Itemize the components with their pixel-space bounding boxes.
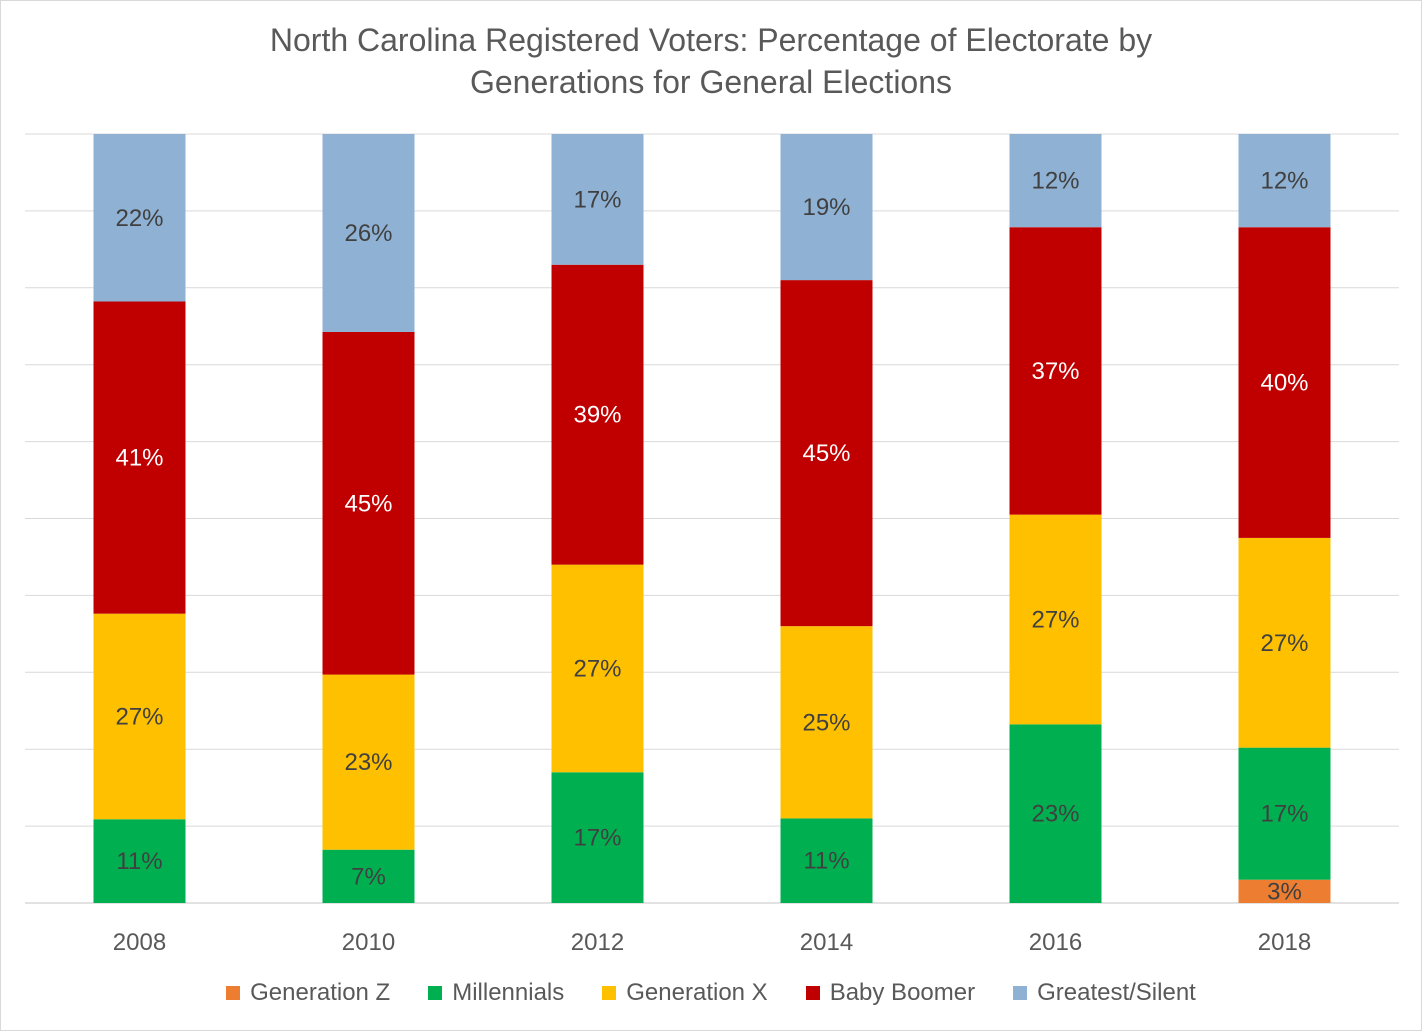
bar-segment-generation-z-2018 [1238,879,1331,903]
data-label: 27% [573,655,621,682]
x-tick-label: 2010 [342,929,395,956]
legend-item: Greatest/Silent [1013,979,1196,1007]
bar-segment-baby-boomer-2010 [322,331,415,675]
bar-segment-millennials-2018 [1238,747,1331,880]
bar-segment-generation-x-2016 [1009,514,1102,725]
chart-title-line-2: Generations for General Elections [469,64,953,100]
legend-swatch [602,986,617,1000]
data-label: 27% [1260,630,1308,657]
data-label: 37% [1031,358,1079,385]
data-label: 26% [344,220,392,247]
legend-item: Generation X [602,979,768,1007]
legend-label: Generation X [626,979,768,1006]
data-label: 23% [344,749,392,776]
x-tick-label: 2012 [571,929,624,956]
bar-segment-baby-boomer-2016 [1009,227,1102,515]
data-label: 40% [1260,370,1308,397]
data-label: 23% [1031,801,1079,828]
x-tick-label: 2018 [1258,929,1311,956]
data-label: 41% [115,445,163,472]
data-label: 3% [1267,878,1302,905]
bar-segment-baby-boomer-2008 [93,301,186,614]
legend-swatch [1013,986,1028,1000]
legend-swatch [226,986,241,1000]
bar-segment-millennials-2008 [93,819,186,903]
bar-segment-greatest-silent-2018 [1238,134,1331,228]
data-label: 17% [1260,801,1308,828]
bar-segment-baby-boomer-2012 [551,264,644,565]
bar-segment-greatest-silent-2008 [93,134,186,302]
x-tick-label: 2016 [1029,929,1082,956]
data-label: 12% [1031,168,1079,195]
bar-segment-generation-x-2014 [780,626,873,819]
bar-segment-greatest-silent-2012 [551,134,644,265]
bar-segment-greatest-silent-2014 [780,134,873,281]
bar-segment-baby-boomer-2014 [780,280,873,627]
bar-segment-generation-x-2012 [551,564,644,773]
data-label: 7% [351,863,386,890]
data-label: 11% [116,848,162,875]
data-label: 11% [803,848,849,875]
legend-item: Baby Boomer [805,979,976,1007]
legend-item: Generation Z [226,979,390,1007]
data-label: 39% [573,402,621,429]
legend-swatch [805,986,820,1000]
bar-segment-generation-x-2008 [93,613,186,820]
data-label: 45% [344,490,392,517]
legend: Generation Z Millennials Generation X Baby … [1,979,1421,1007]
legend-label: Baby Boomer [829,979,976,1006]
data-label: 12% [1260,168,1308,195]
data-label: 17% [573,186,621,213]
bar-segment-greatest-silent-2016 [1009,134,1102,228]
data-label: 22% [115,205,163,232]
bar-segment-baby-boomer-2018 [1238,227,1331,538]
bar-segment-millennials-2016 [1009,724,1102,903]
legend-item: Millennials [428,979,564,1007]
legend-label: Generation Z [250,979,391,1006]
plot-area: 11% 27% 41% 22% 2008 7% 23% 45% 26% 2010 17% 27% 39%… [25,133,1399,956]
bar-segment-millennials-2010 [322,849,415,903]
legend-label: Greatest/Silent [1037,979,1196,1006]
legend-label: Millennials [452,979,565,1006]
data-label: 17% [573,825,621,852]
x-tick-label: 2014 [800,929,853,956]
data-label: 45% [802,440,850,467]
chart-title: North Carolina Registered Voters: Percen… [1,19,1421,103]
bar-segment-greatest-silent-2010 [322,134,415,332]
bar-segment-millennials-2012 [551,772,644,903]
data-label: 19% [802,194,850,221]
bar-segment-generation-x-2018 [1238,537,1331,748]
bar-segment-generation-x-2010 [322,674,415,850]
data-label: 27% [1031,606,1079,633]
data-label: 25% [802,709,850,736]
data-label: 27% [115,703,163,730]
chart-title-line-1: North Carolina Registered Voters: Percen… [269,22,1153,58]
bar-segment-millennials-2014 [780,818,873,903]
legend-swatch [428,986,443,1000]
x-tick-label: 2008 [113,929,166,956]
